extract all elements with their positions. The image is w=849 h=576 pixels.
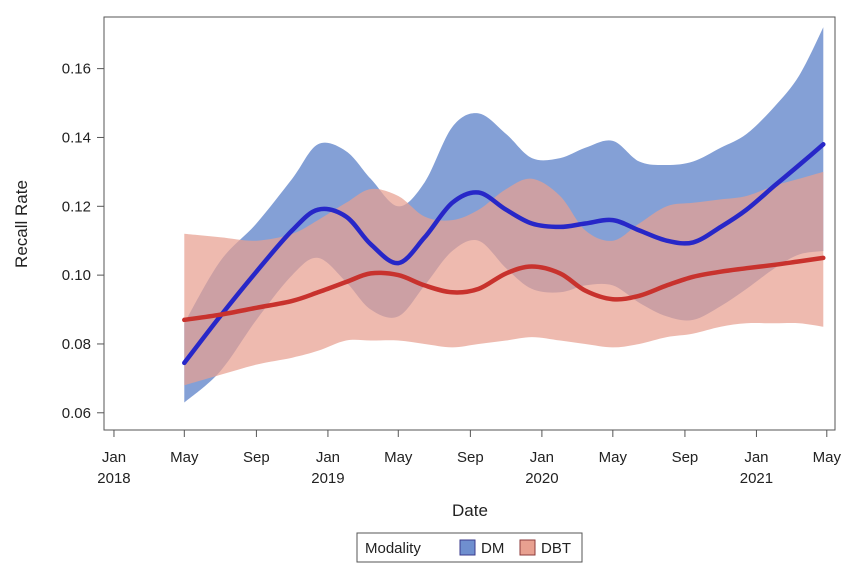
x-tick-label: Jan (316, 449, 340, 466)
x-tick-label: May (599, 449, 628, 466)
legend-swatch-dbt (519, 539, 536, 556)
x-tick-label: May (813, 449, 842, 466)
legend-label-dbt: DBT (541, 540, 571, 557)
x-tick-year-label: 2018 (97, 470, 130, 487)
y-axis: 0.06 0.08 0.10 0.12 0.14 0.16 (62, 61, 104, 422)
series-lines (182, 142, 826, 366)
y-tick-label: 0.10 (62, 267, 91, 284)
y-tick-label: 0.12 (62, 198, 91, 215)
x-axis: Jan 2018 May Sep Jan 2019 May Sep Jan 2020 May Sep J… (97, 430, 841, 487)
x-axis-title: Date (452, 501, 488, 520)
y-tick-label: 0.14 (62, 129, 91, 146)
y-axis-title: Recall Rate (12, 180, 31, 268)
legend-label-dm: DM (481, 540, 504, 557)
x-tick-label: May (170, 449, 199, 466)
x-tick-label: Jan (102, 449, 126, 466)
x-tick-label: May (384, 449, 413, 466)
x-tick-label: Jan (530, 449, 554, 466)
legend-box (356, 532, 583, 563)
confidence-band-dbt (184, 171, 824, 386)
legend-title: Modality (365, 540, 421, 557)
x-tick-year-label: 2021 (740, 470, 773, 487)
x-tick-label: Jan (744, 449, 768, 466)
y-tick-label: 0.16 (62, 61, 91, 78)
y-tick-label: 0.06 (62, 405, 91, 422)
series-line-dbt (182, 255, 826, 323)
series-line-dm (182, 142, 826, 366)
x-tick-label: Sep (672, 449, 699, 466)
x-tick-label: Sep (457, 449, 484, 466)
x-tick-year-label: 2020 (525, 470, 558, 487)
x-tick-year-label: 2019 (311, 470, 344, 487)
y-tick-label: 0.08 (62, 336, 91, 353)
legend-swatch-dm (459, 539, 476, 556)
plot-area-frame (103, 16, 836, 431)
x-tick-label: Sep (243, 449, 270, 466)
confidence-bands (184, 27, 824, 403)
legend: Modality DM DBT (356, 532, 583, 563)
